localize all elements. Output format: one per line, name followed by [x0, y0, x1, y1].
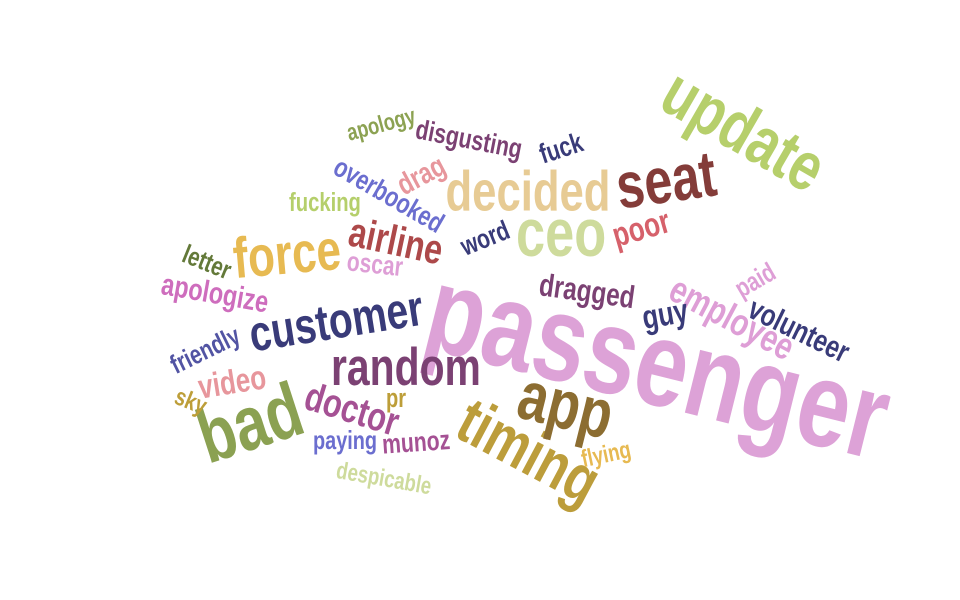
word-force: force [230, 217, 344, 291]
word-poor: poor [607, 201, 675, 255]
word-apology: apology [343, 102, 419, 146]
word-ceo: ceo [516, 194, 607, 272]
word-seat: seat [611, 136, 721, 224]
word-despicable: despicable [334, 456, 434, 500]
word-munoz: munoz [381, 424, 452, 460]
word-fucking: fucking [289, 187, 361, 217]
word-decided: decided [445, 159, 611, 223]
word-random: random [331, 337, 481, 397]
word-pr: pr [386, 383, 406, 413]
word-paying: paying [313, 425, 378, 455]
word-guy: guy [639, 291, 691, 337]
word-paid: paid [729, 256, 781, 304]
word-oscar: oscar [345, 245, 405, 283]
